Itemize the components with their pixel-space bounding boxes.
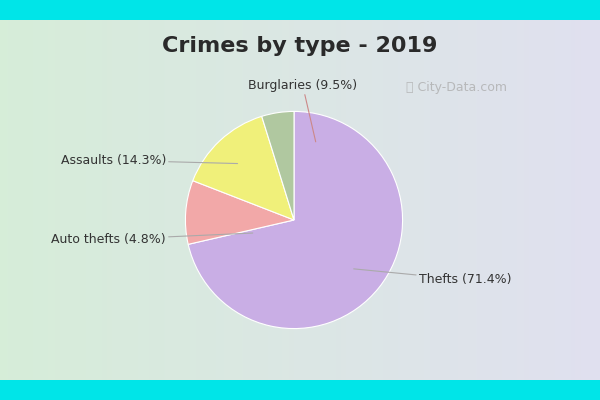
Wedge shape: [185, 181, 294, 244]
Text: Crimes by type - 2019: Crimes by type - 2019: [163, 36, 437, 56]
Text: Burglaries (9.5%): Burglaries (9.5%): [248, 79, 357, 142]
Text: ⓘ City-Data.com: ⓘ City-Data.com: [406, 82, 506, 94]
Wedge shape: [193, 116, 294, 220]
Wedge shape: [188, 112, 403, 328]
Text: Auto thefts (4.8%): Auto thefts (4.8%): [51, 233, 253, 246]
Text: Thefts (71.4%): Thefts (71.4%): [354, 269, 511, 286]
Wedge shape: [262, 112, 294, 220]
Text: Assaults (14.3%): Assaults (14.3%): [61, 154, 238, 167]
